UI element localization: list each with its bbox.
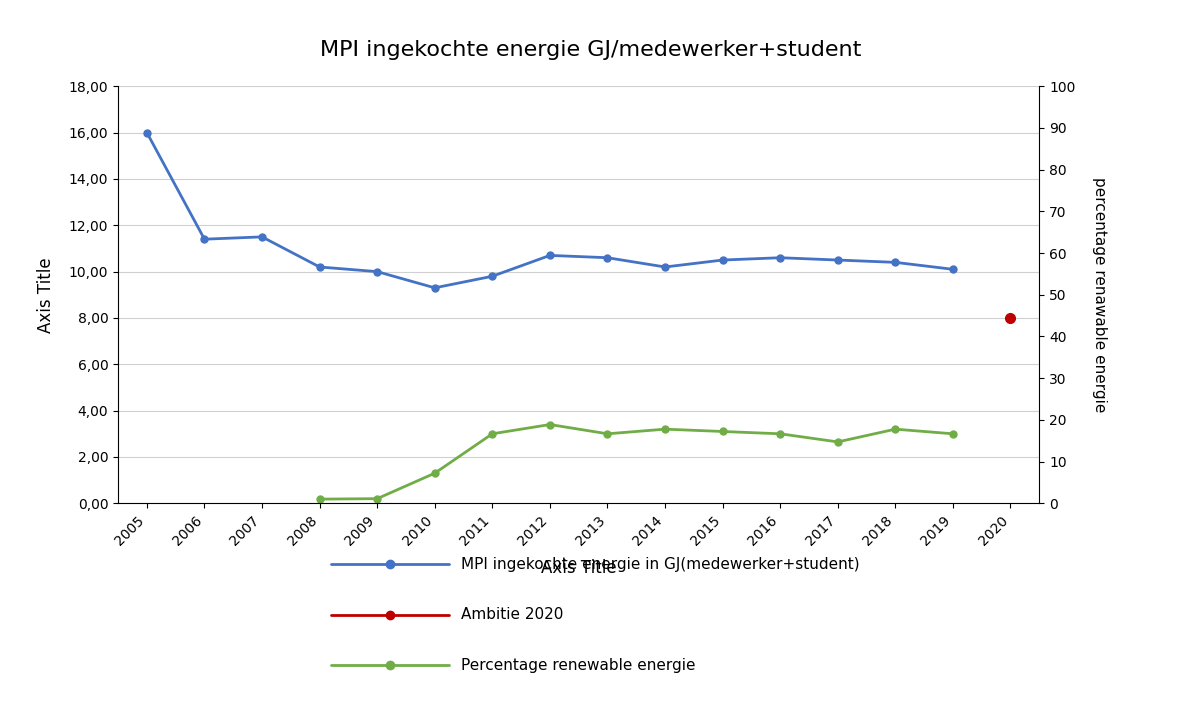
Line: MPI ingekochte energie in GJ(medewerker+student): MPI ingekochte energie in GJ(medewerker+… — [143, 129, 957, 291]
MPI ingekochte energie in GJ(medewerker+student) — [946, 265, 960, 274]
Percentage renewable energie — [313, 495, 327, 503]
Line: Percentage renewable energie: Percentage renewable energie — [317, 421, 957, 503]
Percentage renewable energie — [888, 425, 902, 434]
Percentage renewable energie — [716, 427, 730, 436]
Percentage renewable energie — [774, 429, 788, 438]
Text: MPI ingekochte energie in GJ(medewerker+student): MPI ingekochte energie in GJ(medewerker+… — [461, 557, 860, 572]
Text: Ambitie 2020: Ambitie 2020 — [461, 608, 563, 622]
MPI ingekochte energie in GJ(medewerker+student) — [255, 232, 269, 241]
MPI ingekochte energie in GJ(medewerker+student) — [313, 262, 327, 271]
MPI ingekochte energie in GJ(medewerker+student) — [774, 253, 788, 262]
Percentage renewable energie — [600, 429, 614, 438]
MPI ingekochte energie in GJ(medewerker+student) — [197, 235, 211, 244]
Percentage renewable energie — [485, 429, 500, 438]
X-axis label: Axis Title: Axis Title — [541, 559, 616, 577]
MPI ingekochte energie in GJ(medewerker+student) — [428, 283, 442, 292]
Percentage renewable energie — [658, 425, 672, 434]
Percentage renewable energie — [370, 495, 384, 503]
Y-axis label: percentage renawable energie: percentage renawable energie — [1092, 177, 1107, 413]
Text: MPI ingekochte energie GJ/medewerker+student: MPI ingekochte energie GJ/medewerker+stu… — [320, 40, 861, 60]
MPI ingekochte energie in GJ(medewerker+student) — [658, 262, 672, 271]
MPI ingekochte energie in GJ(medewerker+student) — [888, 258, 902, 267]
MPI ingekochte energie in GJ(medewerker+student) — [716, 256, 730, 265]
MPI ingekochte energie in GJ(medewerker+student) — [370, 267, 384, 276]
MPI ingekochte energie in GJ(medewerker+student) — [600, 253, 614, 262]
MPI ingekochte energie in GJ(medewerker+student) — [485, 272, 500, 280]
MPI ingekochte energie in GJ(medewerker+student) — [830, 256, 844, 265]
Percentage renewable energie — [428, 469, 442, 477]
MPI ingekochte energie in GJ(medewerker+student) — [139, 128, 154, 137]
Percentage renewable energie — [830, 438, 844, 446]
Percentage renewable energie — [543, 420, 557, 429]
Y-axis label: Axis Title: Axis Title — [37, 257, 54, 333]
Percentage renewable energie — [946, 429, 960, 438]
Text: Percentage renewable energie: Percentage renewable energie — [461, 658, 696, 672]
MPI ingekochte energie in GJ(medewerker+student) — [543, 251, 557, 260]
